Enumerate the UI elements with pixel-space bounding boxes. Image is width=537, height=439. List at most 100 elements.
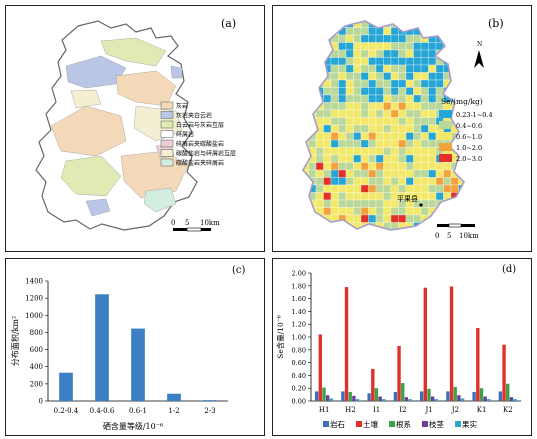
- grid-cell: [353, 57, 362, 66]
- grid-cell: [330, 64, 339, 73]
- grid-cell: [338, 102, 347, 111]
- lithology-patch: [170, 65, 183, 79]
- grid-cell: [338, 154, 347, 163]
- legend-label-a: 碎屑岩夹碳酸盐岩: [176, 140, 224, 148]
- grid-cell: [303, 102, 309, 111]
- grid-cell: [405, 94, 414, 103]
- grid-cell: [303, 147, 309, 156]
- grid-cell: [338, 94, 347, 103]
- grid-cell: [383, 102, 392, 111]
- panel-d-label: (d): [502, 264, 516, 275]
- legend-swatch-a: [160, 130, 174, 138]
- grid-cell: [368, 162, 377, 171]
- grid-cell: [390, 94, 399, 103]
- grid-cell: [405, 72, 414, 81]
- legend-label-d: 根系: [396, 419, 411, 429]
- grid-cell: [308, 87, 317, 96]
- grid-cell: [315, 139, 324, 148]
- scale-b-5: 5: [447, 232, 451, 240]
- grid-cell: [405, 34, 414, 43]
- bar-d: [453, 386, 457, 401]
- grid-cell: [458, 64, 464, 73]
- grid-cell: [383, 57, 392, 66]
- grid-cell: [420, 94, 429, 103]
- x-tick-label-d: J2: [451, 406, 459, 414]
- grid-cell: [368, 79, 377, 88]
- grid-cell: [375, 147, 384, 156]
- x-tick-label-d: K1: [477, 406, 487, 414]
- legend-swatch-a: [160, 149, 174, 157]
- grid-cell: [405, 79, 414, 88]
- grid-cell: [435, 64, 444, 73]
- grid-cell: [420, 109, 429, 118]
- grid-cell: [398, 184, 407, 193]
- grid-cell: [420, 102, 429, 111]
- grid-cell: [420, 72, 429, 81]
- grid-cell: [345, 64, 354, 73]
- grid-cell: [383, 177, 392, 186]
- grid-cell: [375, 154, 384, 163]
- grid-cell: [303, 64, 309, 73]
- grid-cell: [315, 64, 324, 73]
- panel-b-label: (b): [488, 17, 504, 30]
- grid-cell: [413, 87, 422, 96]
- grid-cell: [315, 49, 324, 58]
- grid-cell: [435, 79, 444, 88]
- bar-d: [374, 388, 379, 401]
- grid-cell: [360, 42, 369, 51]
- grid-cell: [443, 162, 452, 171]
- grid-cell: [345, 192, 354, 201]
- grid-cell: [303, 21, 309, 28]
- grid-cell: [323, 184, 332, 193]
- y-tick-label-d: 1.20: [292, 321, 306, 329]
- grid-cell: [345, 102, 354, 111]
- grid-cell: [330, 162, 339, 171]
- grid-cell: [338, 147, 347, 156]
- grid-cell: [428, 222, 437, 230]
- grid-cell: [368, 177, 377, 186]
- grid-cell: [360, 94, 369, 103]
- legend-swatch-d: [389, 421, 395, 427]
- grid-cell: [303, 27, 309, 36]
- legend-label-a: 灰岩夹白云岩: [176, 112, 212, 120]
- grid-cell: [315, 222, 324, 230]
- y-axis-label-c: 分布面积/km²: [10, 316, 20, 366]
- grid-cell: [375, 207, 384, 216]
- grid-cell: [345, 72, 354, 81]
- grid-cell: [375, 139, 384, 148]
- grid-cell: [390, 184, 399, 193]
- scale-bar-b: 0 5 10km: [435, 223, 479, 240]
- grid-cell: [383, 214, 392, 223]
- grid-cell: [308, 72, 317, 81]
- scale-a-5: 5: [185, 219, 189, 227]
- grid-cell: [308, 27, 317, 36]
- grid-cell: [420, 177, 429, 186]
- legend-label-b: 2.0~3.0: [456, 155, 482, 163]
- bar-d: [404, 397, 409, 401]
- grid-cell: [368, 184, 377, 193]
- grid-cell: [315, 162, 324, 171]
- grid-cell: [390, 139, 399, 148]
- geology-map-panel: (a) 灰岩 灰岩夹白云岩 白云岩与灰岩互层 碎屑岩 碎屑岩夹碳酸盐岩 碳酸盐岩与碎屑岩互…: [5, 5, 265, 252]
- bar-c: [203, 400, 217, 401]
- grid-cell: [428, 87, 437, 96]
- plot-area-d: 0.00 0.20 0.40 0.60 0.80 1.00 1.20 1.40 1.60 1.80…: [292, 270, 521, 414]
- grid-cell: [368, 49, 377, 58]
- grid-cell: [383, 207, 392, 216]
- grid-cell: [315, 199, 324, 208]
- grid-cell: [405, 184, 414, 193]
- grid-cell: [413, 177, 422, 186]
- y-tick-label-d: 1.00: [292, 334, 306, 342]
- grid-cell: [383, 72, 392, 81]
- grid-cell: [450, 57, 459, 66]
- grid-cell: [458, 214, 464, 223]
- y-tick-label-d: 1.80: [292, 282, 306, 290]
- x-tick-label-d: J1: [424, 406, 432, 414]
- grid-cell: [428, 169, 437, 178]
- grid-cell: [315, 184, 324, 193]
- grid-cell: [450, 42, 459, 51]
- grid-cell: [308, 34, 317, 43]
- grid-cell: [338, 192, 347, 201]
- grid-cell: [383, 42, 392, 51]
- panel-a-label: (a): [221, 17, 236, 30]
